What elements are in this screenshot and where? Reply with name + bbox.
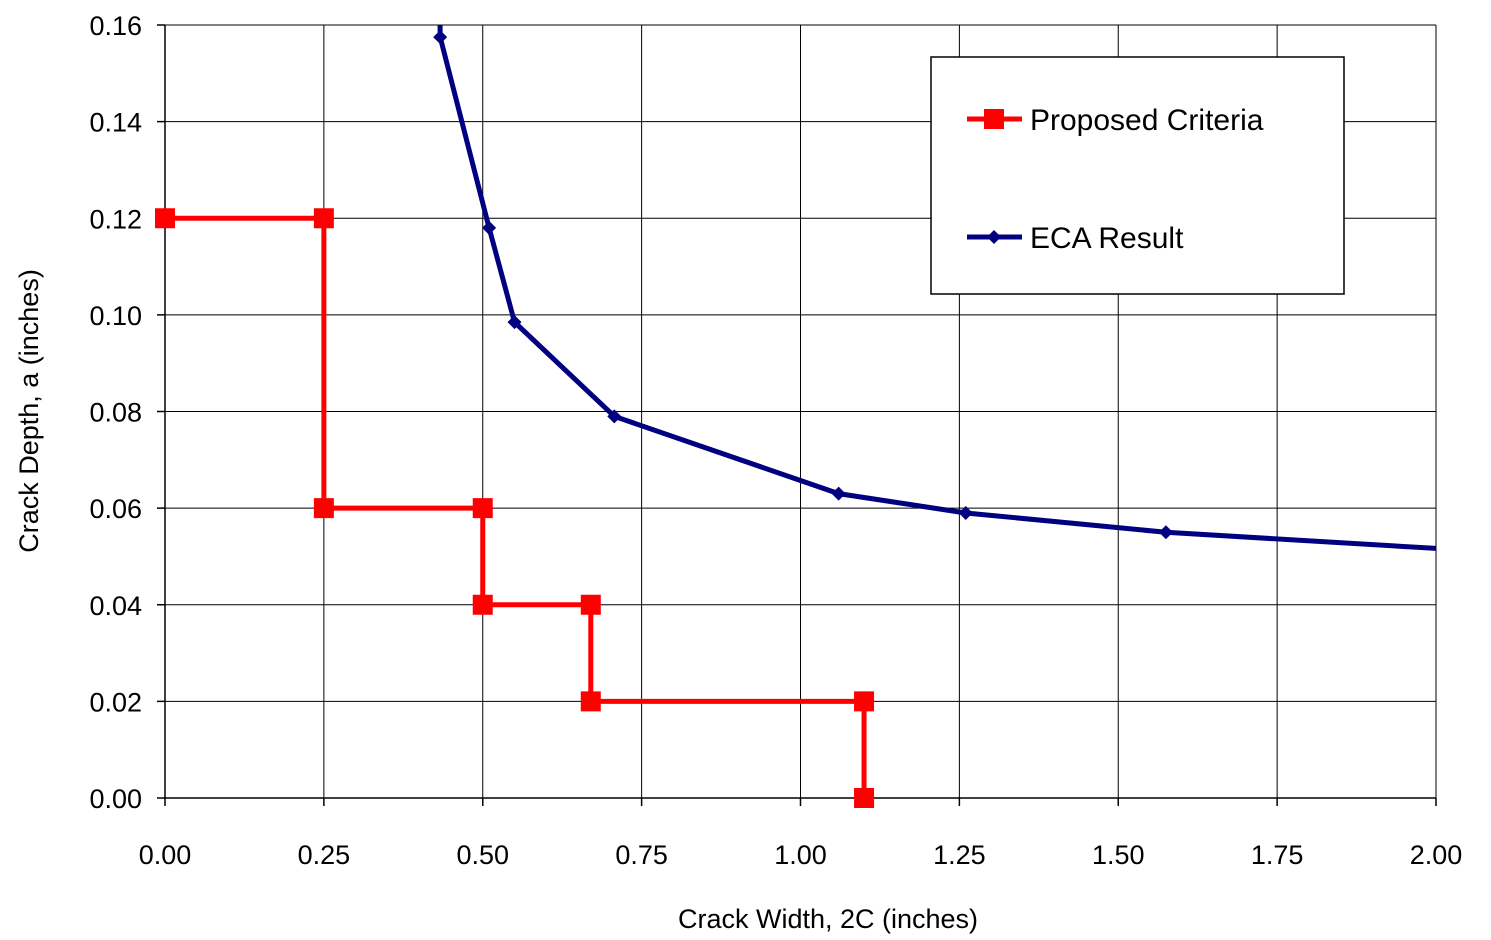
marker-layer [155,30,1173,808]
eca-result-point [482,220,497,235]
y-tick-label: 0.16 [89,11,142,41]
y-tick-label: 0.14 [89,108,142,138]
proposed-criteria-point [155,208,175,229]
x-tick-label: 1.75 [1251,840,1304,870]
eca-result-point [958,505,973,520]
x-tick-labels: 0.00 0.25 0.50 0.75 1.00 1.25 1.50 1.75 2.00 [139,840,1463,870]
y-axis-title: Crack Depth, a (inches) [14,269,44,553]
eca-result-point [507,315,522,330]
proposed-criteria-point [580,691,601,712]
x-tick-label: 1.25 [933,840,986,870]
y-tick-label: 0.08 [89,398,142,428]
x-tick-label: 0.75 [615,840,668,870]
legend-eca-result-marker [987,230,1001,244]
y-tick-label: 0.06 [89,494,142,524]
eca-result-point [831,486,846,501]
x-axis-title: Crack Width, 2C (inches) [678,904,978,934]
y-tick-label: 0.12 [89,204,142,234]
legend-proposed-criteria-label: Proposed Criteria [1030,104,1264,137]
legend-box [930,56,1345,295]
x-tick-label: 0.00 [139,840,192,870]
proposed-criteria-point [472,594,493,615]
x-tick-label: 2.00 [1410,840,1463,870]
y-tick-label: 0.00 [89,784,142,814]
x-tick-label: 1.00 [774,840,827,870]
x-tick-label: 1.50 [1092,840,1145,870]
axes [157,24,1437,806]
y-tick-label: 0.10 [89,301,142,331]
legend: Proposed Criteria ECA Result [930,56,1345,295]
proposed-criteria-point [313,208,334,229]
proposed-criteria-point [854,691,875,712]
x-tick-label: 0.50 [456,840,509,870]
legend-proposed-criteria-marker [984,109,1004,129]
eca-result-point [1158,525,1173,540]
legend-eca-result-label: ECA Result [1030,222,1184,255]
y-tick-label: 0.02 [89,687,142,717]
x-tick-label: 0.25 [298,840,351,870]
eca-result-point [607,409,622,424]
proposed-criteria-point [854,788,875,808]
proposed-criteria-point [580,594,601,615]
proposed-criteria-point [472,498,493,519]
eca-result-point [433,30,448,45]
y-tick-labels: 0.00 0.02 0.04 0.06 0.08 0.10 0.12 0.14 0.16 [89,11,142,814]
y-tick-label: 0.04 [89,591,142,621]
legend-items: Proposed Criteria ECA Result [967,104,1264,255]
proposed-criteria-point [313,498,334,519]
